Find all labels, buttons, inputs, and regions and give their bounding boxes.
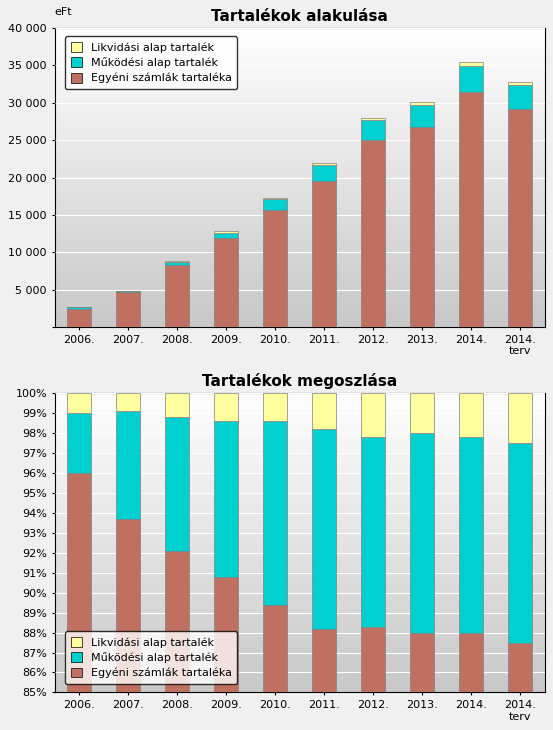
Bar: [67, 307, 91, 309]
Bar: [263, 604, 288, 730]
Bar: [459, 437, 483, 633]
Bar: [459, 62, 483, 66]
Bar: [214, 238, 238, 327]
Bar: [165, 262, 189, 265]
Bar: [410, 433, 435, 633]
Bar: [214, 231, 238, 233]
Bar: [165, 265, 189, 327]
Title: Tartalékok megoszlása: Tartalékok megoszlása: [202, 373, 397, 389]
Bar: [508, 109, 533, 327]
Bar: [508, 82, 533, 85]
Bar: [214, 577, 238, 730]
Bar: [361, 437, 385, 626]
Bar: [508, 642, 533, 730]
Bar: [459, 633, 483, 730]
Bar: [459, 393, 483, 437]
Bar: [312, 629, 336, 730]
Text: eFt: eFt: [55, 7, 72, 17]
Bar: [459, 92, 483, 327]
Bar: [67, 393, 91, 413]
Legend: Likvidási alap tartalék, Működési alap tartalék, Egyéni számlák tartaléka: Likvidási alap tartalék, Működési alap t…: [65, 631, 237, 684]
Bar: [116, 393, 140, 411]
Bar: [410, 102, 435, 105]
Bar: [508, 85, 533, 109]
Bar: [67, 309, 91, 327]
Bar: [508, 443, 533, 642]
Bar: [459, 66, 483, 92]
Legend: Likvidási alap tartalék, Működési alap tartalék, Egyéni számlák tartaléka: Likvidási alap tartalék, Működési alap t…: [65, 36, 237, 89]
Bar: [263, 421, 288, 604]
Bar: [165, 261, 189, 262]
Bar: [67, 413, 91, 473]
Bar: [214, 233, 238, 238]
Bar: [312, 165, 336, 181]
Bar: [116, 292, 140, 327]
Bar: [67, 473, 91, 730]
Bar: [361, 120, 385, 140]
Bar: [165, 417, 189, 550]
Bar: [361, 118, 385, 120]
Bar: [312, 163, 336, 165]
Bar: [361, 626, 385, 730]
Bar: [214, 393, 238, 421]
Bar: [312, 393, 336, 429]
Bar: [410, 128, 435, 327]
Bar: [508, 393, 533, 443]
Bar: [312, 429, 336, 629]
Bar: [165, 550, 189, 730]
Bar: [263, 199, 288, 210]
Bar: [165, 393, 189, 417]
Bar: [410, 393, 435, 433]
Bar: [116, 411, 140, 519]
Bar: [410, 105, 435, 128]
Bar: [410, 633, 435, 730]
Bar: [361, 140, 385, 327]
Bar: [312, 181, 336, 327]
Bar: [214, 421, 238, 577]
Bar: [263, 198, 288, 199]
Title: Tartalékok alakulása: Tartalékok alakulása: [211, 9, 388, 24]
Bar: [263, 393, 288, 421]
Bar: [263, 210, 288, 327]
Bar: [361, 393, 385, 437]
Bar: [116, 291, 140, 292]
Bar: [116, 519, 140, 730]
